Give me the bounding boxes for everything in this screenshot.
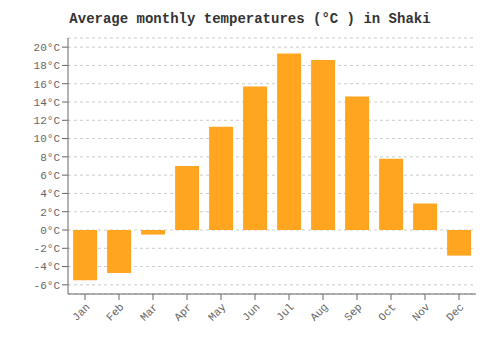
svg-text:Dec: Dec [444,301,466,323]
svg-text:6°C: 6°C [40,170,60,182]
svg-text:Jun: Jun [240,301,262,323]
svg-text:Aug: Aug [308,301,330,323]
svg-text:4°C: 4°C [40,188,60,200]
svg-text:Nov: Nov [410,301,433,324]
svg-text:8°C: 8°C [40,152,60,164]
svg-text:16°C: 16°C [34,79,61,91]
svg-text:-4°C: -4°C [34,261,61,273]
svg-text:Mar: Mar [138,301,160,323]
html-text:Average monthly temperatures (: Average monthly temperatures (°C ) in Sh… [69,11,431,27]
svg-text:18°C: 18°C [34,60,61,72]
svg-text:May: May [206,301,229,324]
svg-text:2°C: 2°C [40,207,60,219]
svg-text:Apr: Apr [172,301,194,323]
svg-text:Feb: Feb [104,301,126,323]
svg-text:Oct: Oct [376,301,398,323]
svg-text:-6°C: -6°C [34,280,61,292]
svg-text:14°C: 14°C [34,97,61,109]
svg-text:Sep: Sep [342,301,364,323]
svg-text:Jan: Jan [70,301,92,323]
svg-text:0°C: 0°C [40,225,60,237]
svg-text:Jul: Jul [274,301,296,323]
svg-text:12°C: 12°C [34,115,61,127]
svg-text:-2°C: -2°C [34,243,61,255]
svg-text:20°C: 20°C [34,42,61,54]
svg-text:10°C: 10°C [34,133,61,145]
